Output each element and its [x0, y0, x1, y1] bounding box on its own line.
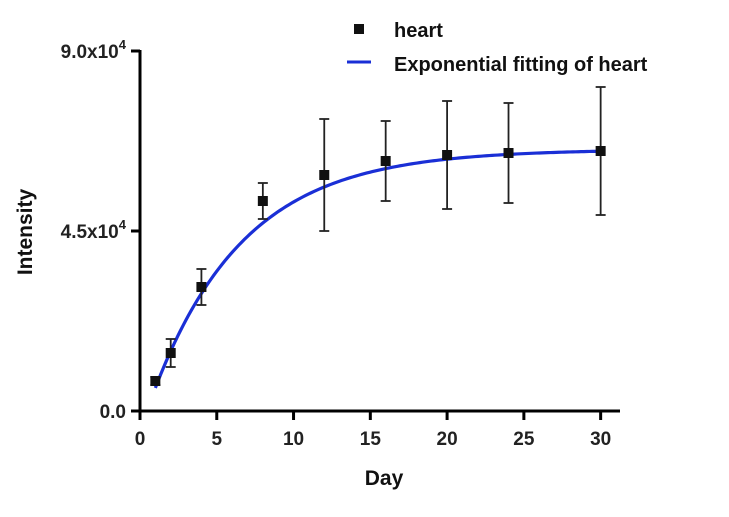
error-bars — [150, 86, 606, 386]
data-points — [150, 146, 606, 386]
data-point — [442, 150, 453, 160]
data-point — [150, 376, 161, 386]
y-tick-label: 0.0 — [100, 402, 126, 423]
data-point — [380, 156, 391, 166]
legend-fit-label: Exponential fitting of heart — [394, 54, 648, 76]
data-point — [165, 348, 176, 358]
legend-heart-label: heart — [394, 20, 443, 42]
x-tick-label: 25 — [513, 429, 535, 450]
y-tick-label: 4.5x104 — [61, 217, 127, 243]
exponential-fit-line — [153, 149, 601, 389]
x-tick-label: 0 — [135, 429, 146, 450]
x-tick-label: 15 — [360, 429, 382, 450]
y-tick-label: 9.0x104 — [61, 37, 127, 63]
data-point — [196, 282, 207, 292]
legend: heart Exponential fitting of heart — [347, 20, 648, 76]
legend-heart-marker — [354, 24, 364, 34]
x-axis-title: Day — [365, 467, 404, 490]
x-ticks: 0 5 10 15 20 25 30 — [135, 411, 611, 450]
data-point — [595, 146, 606, 156]
x-tick-label: 20 — [437, 429, 458, 450]
fit-layer — [153, 149, 601, 389]
y-axis-title: Intensity — [14, 189, 37, 276]
x-tick-label: 10 — [283, 429, 304, 450]
x-tick-label: 5 — [211, 429, 222, 450]
axes — [138, 50, 620, 413]
x-tick-label: 30 — [590, 429, 611, 450]
y-ticks: 0.0 4.5x104 9.0x104 — [61, 37, 140, 423]
data-point — [319, 170, 330, 180]
data-point — [257, 196, 268, 206]
data-point — [503, 148, 514, 158]
